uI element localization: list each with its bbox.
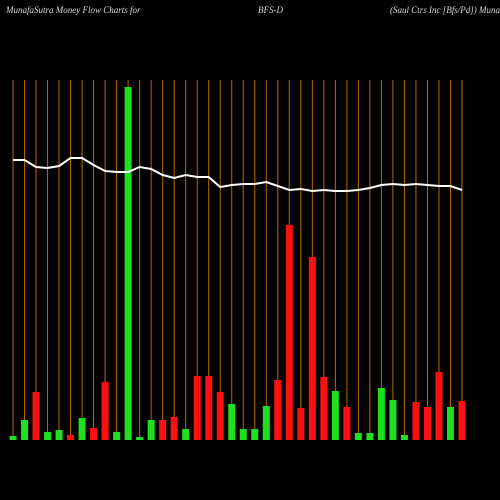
bar [435, 372, 443, 440]
bar [262, 406, 270, 440]
bar [9, 436, 17, 440]
bar [239, 429, 247, 440]
bar [446, 407, 454, 440]
bar [124, 87, 132, 440]
chart-annotation: (Saul Ctrs Inc [Bfs/Pd]) MunafaSutra.com [390, 5, 500, 15]
bar [389, 400, 397, 440]
bar [136, 437, 144, 440]
bar [55, 430, 63, 440]
bar [159, 420, 167, 440]
bar [331, 391, 339, 440]
bar [90, 428, 98, 440]
bar [354, 433, 362, 440]
bar [366, 433, 374, 440]
bar [377, 388, 385, 440]
bar [308, 257, 316, 440]
bar [400, 435, 408, 440]
bar [297, 408, 305, 440]
chart-title: MunafaSutra Money Flow Charts for [5, 5, 141, 15]
bar [113, 432, 121, 440]
bar [193, 376, 201, 440]
money-flow-line [13, 157, 463, 193]
bar [182, 429, 190, 440]
bar [458, 401, 466, 440]
chart-subtitle: BFS-D [258, 5, 283, 15]
bar [412, 402, 420, 440]
bar [32, 392, 40, 440]
bar [228, 404, 236, 440]
bar [285, 225, 293, 440]
bar [147, 420, 155, 440]
bar [205, 376, 213, 440]
bar [320, 377, 328, 440]
bar [44, 432, 52, 440]
bar [21, 420, 29, 440]
bar [67, 435, 75, 440]
bar [78, 418, 86, 440]
bar [101, 382, 109, 440]
bar [170, 417, 178, 440]
bar [216, 392, 224, 440]
bar [423, 407, 431, 440]
bar [274, 380, 282, 440]
bar [251, 429, 259, 440]
bar [343, 407, 351, 440]
